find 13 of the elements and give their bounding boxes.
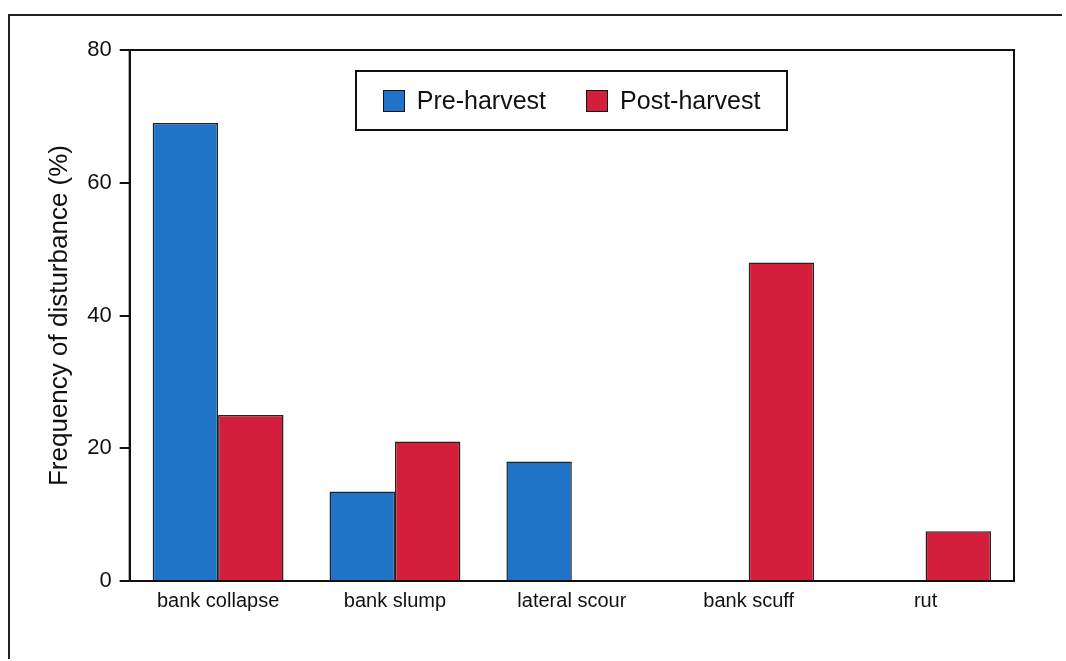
x-tick-label: bank slump	[343, 588, 447, 611]
y-tick-label: 20	[87, 434, 112, 460]
x-tick-label: bank collapse	[156, 588, 280, 611]
y-tick-label: 60	[87, 168, 112, 194]
x-tick-label: lateral scour	[517, 588, 627, 611]
x-tick-label: rut	[913, 588, 938, 611]
legend-label: Pre-harvest	[416, 86, 547, 115]
legend-label: Post-harvest	[620, 86, 761, 115]
y-tick-label: 40	[87, 301, 112, 327]
y-axis-title: Frequency of disturbance (%)	[42, 144, 73, 487]
x-tick-label: bank scuff	[703, 588, 795, 611]
y-tick-label: 0	[99, 567, 112, 593]
y-tick-label: 80	[87, 36, 112, 62]
